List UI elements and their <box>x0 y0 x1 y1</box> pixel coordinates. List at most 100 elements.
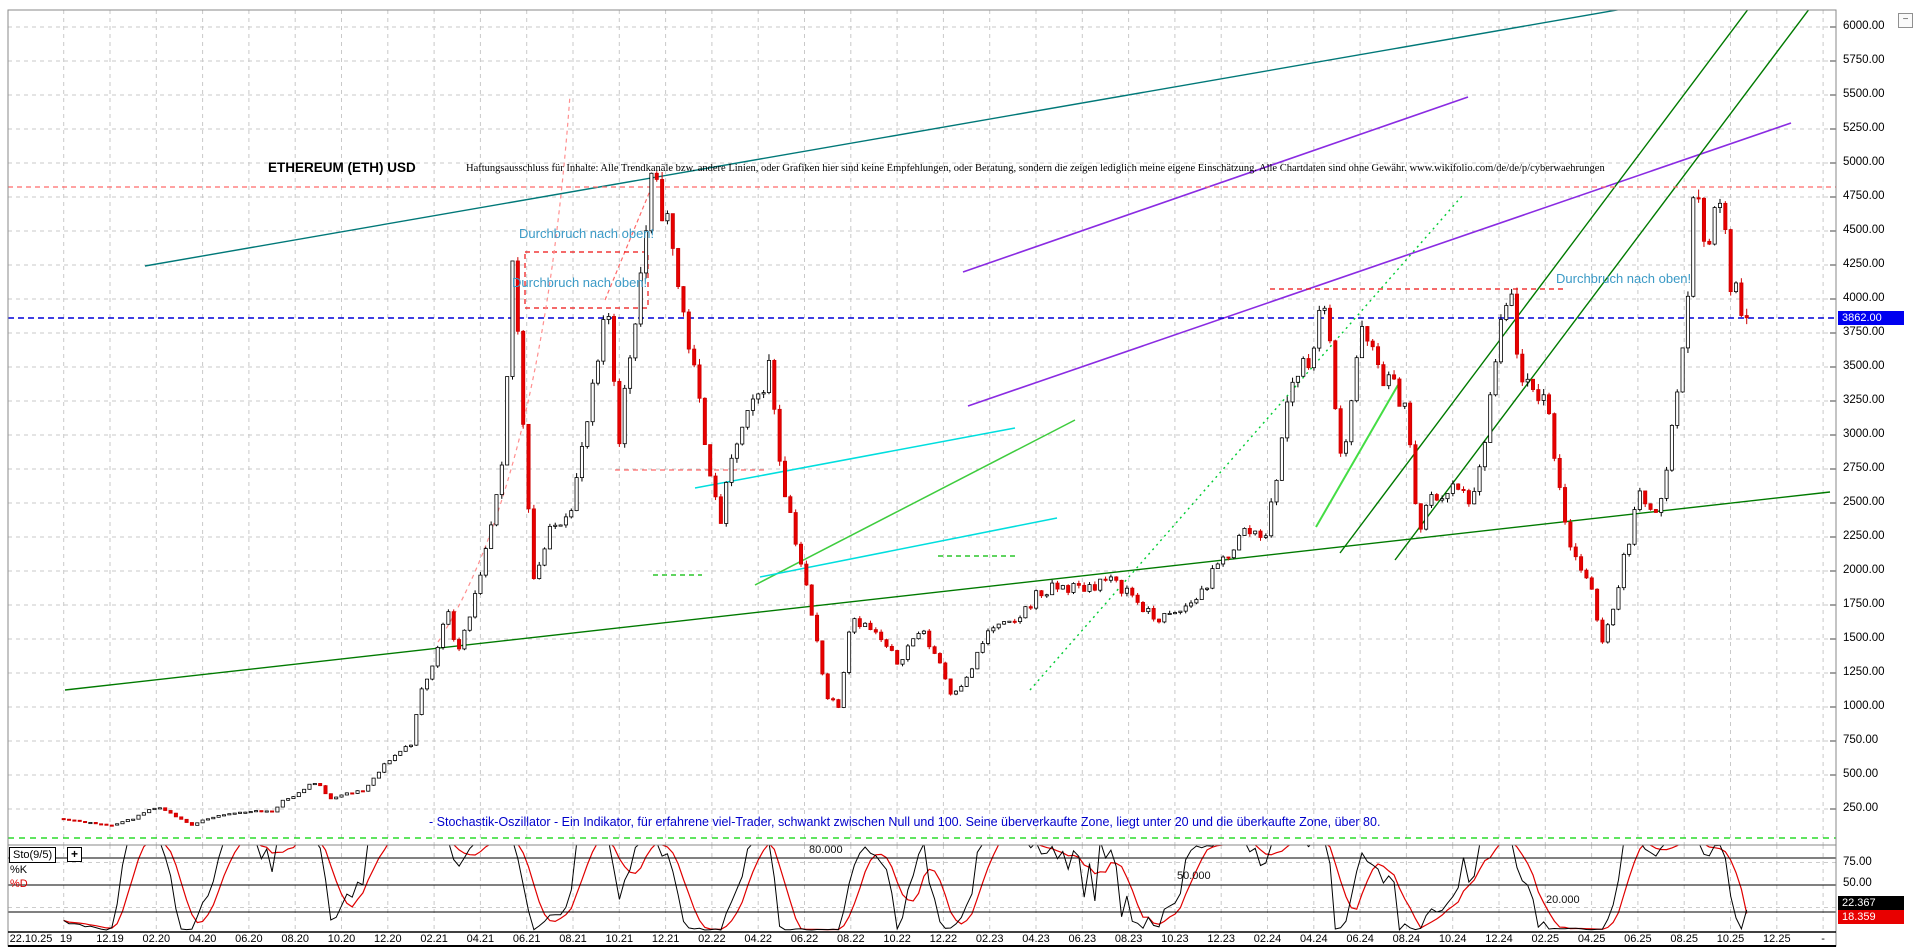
x-axis-label: 10.25 <box>1716 933 1745 945</box>
x-axis-label: 04.21 <box>466 933 495 945</box>
y-axis-label: 6000.00 <box>1843 20 1885 32</box>
y-axis-label: 4250.00 <box>1843 258 1885 270</box>
x-axis-label: 08.23 <box>1114 933 1143 945</box>
annotation-breakout-2: Durchbruch nach oben! <box>512 275 648 290</box>
purple-trendline-upper <box>962 96 1469 273</box>
x-axis-label: 06.25 <box>1624 933 1652 945</box>
green-steep-channel-2 <box>1394 10 1810 561</box>
osc-axis-75: 75.00 <box>1843 856 1872 868</box>
x-axis-label: 10.22 <box>883 933 911 945</box>
x-axis-label: 06.23 <box>1068 933 1097 945</box>
x-axis-label: 12.22 <box>929 933 958 945</box>
annotation-breakout-1: Durchbruch nach oben! <box>519 226 655 241</box>
y-axis-label: 250.00 <box>1843 802 1879 814</box>
y-axis-label: 1250.00 <box>1843 666 1885 678</box>
x-axis-label: 08.24 <box>1392 933 1421 945</box>
x-axis-label: 04.25 <box>1577 933 1606 945</box>
green-longterm-trendline <box>64 491 1831 691</box>
osc-level-50-label: 50.000 <box>1177 870 1211 882</box>
x-axis-label: 02.23 <box>975 933 1004 945</box>
x-axis-label: 02.21 <box>420 933 448 945</box>
x-axis-label: 08.20 <box>281 933 309 945</box>
candlesticks <box>61 171 1749 827</box>
y-axis-label: 3500.00 <box>1843 360 1885 372</box>
y-axis-label: 2000.00 <box>1843 564 1885 576</box>
x-axis-label: 06.20 <box>235 933 263 945</box>
y-axis-label: 3250.00 <box>1843 394 1885 406</box>
x-axis-label: 04.23 <box>1022 933 1050 945</box>
x-axis-label: 12.21 <box>651 933 680 945</box>
y-axis-label: 2250.00 <box>1843 530 1885 542</box>
x-axis-label: 06.24 <box>1346 933 1374 945</box>
x-axis-label: 10.24 <box>1438 933 1467 945</box>
y-axis-label: 750.00 <box>1843 734 1879 746</box>
oscillator-panel <box>8 845 1836 932</box>
red-dashed-curve <box>437 94 571 643</box>
x-axis-label: 10.21 <box>605 933 634 945</box>
current-price-badge: 3862.00 <box>1838 311 1904 325</box>
y-axis-label: 5000.00 <box>1843 156 1885 168</box>
x-axis-label: 08.22 <box>837 933 865 945</box>
add-indicator-icon[interactable]: + <box>67 847 82 862</box>
osc-axis-50: 50.00 <box>1843 877 1872 889</box>
y-axis-label: 5500.00 <box>1843 88 1885 100</box>
y-axis-label: 1000.00 <box>1843 700 1885 712</box>
osc-level-20-label: 20.000 <box>1546 894 1580 906</box>
y-axis-label: 1500.00 <box>1843 632 1885 644</box>
y-axis-label: 4750.00 <box>1843 190 1885 202</box>
y-axis-label: 2500.00 <box>1843 496 1885 508</box>
lime-trendline-right <box>1315 384 1399 528</box>
price-panel <box>8 10 1836 845</box>
x-axis-label: 12.24 <box>1485 933 1513 945</box>
annotation-breakout-3: Durchbruch nach oben! <box>1556 271 1692 286</box>
x-axis-label: 06.21 <box>512 933 541 945</box>
x-axis-label: 19 <box>59 933 73 945</box>
y-axis-label: 3000.00 <box>1843 428 1885 440</box>
y-axis-label: 4000.00 <box>1843 292 1885 304</box>
x-axis-label: 02.22 <box>698 933 726 945</box>
cyan-trendline-upper <box>694 427 1016 489</box>
x-axis-label: 04.20 <box>188 933 217 945</box>
y-axis-label: 5750.00 <box>1843 54 1885 66</box>
x-axis-label: 10.23 <box>1161 933 1189 945</box>
green-steep-channel-1 <box>1339 10 1749 554</box>
stochastic-k-value-badge: 22.367 <box>1838 896 1904 910</box>
x-axis-label: 12.25 <box>1763 933 1791 945</box>
x-axis-label: 04.24 <box>1300 933 1328 945</box>
y-axis-label: 5250.00 <box>1843 122 1885 134</box>
y-axis-label: 2750.00 <box>1843 462 1885 474</box>
x-axis-label: 02.20 <box>142 933 171 945</box>
x-axis-label: 12.19 <box>96 933 124 945</box>
stochastic-d-line <box>63 845 1748 931</box>
d-line-label: %D <box>10 878 28 890</box>
stochastic-k-line <box>63 845 1748 931</box>
chart-title: ETHEREUM (ETH) USD <box>268 160 416 175</box>
stochastic-indicator-button[interactable]: Sto(9/5) <box>9 847 57 863</box>
y-axis-label: 500.00 <box>1843 768 1879 780</box>
x-axis-label: 08.25 <box>1670 933 1698 945</box>
minimize-icon[interactable]: − <box>1898 13 1913 28</box>
osc-level-80-label: 80.000 <box>809 844 843 856</box>
x-axis-label: - <box>1821 933 1825 945</box>
x-axis-label: 22.10.25 <box>9 933 53 945</box>
y-axis-label: 1750.00 <box>1843 598 1885 610</box>
teal-trendline <box>144 10 1622 267</box>
x-axis-label: 02.24 <box>1253 933 1282 945</box>
y-axis-label: 3750.00 <box>1843 326 1885 338</box>
x-axis-label: 02.25 <box>1531 933 1560 945</box>
green-dotted-trendline <box>1029 195 1463 691</box>
x-axis-label: 04.22 <box>744 933 772 945</box>
y-axis-label: 4500.00 <box>1843 224 1885 236</box>
x-axis-label: 12.20 <box>374 933 402 945</box>
x-axis-label: 08.21 <box>559 933 587 945</box>
x-axis-label: 10.20 <box>327 933 356 945</box>
purple-trendline-lower <box>967 122 1792 407</box>
oscillator-note: - Stochastik-Oszillator - Ein Indikator,… <box>429 815 1381 829</box>
lime-trendline-mid <box>754 419 1076 586</box>
disclaimer-text: Haftungsausschluss für Inhalte: Alle Tre… <box>466 163 1605 174</box>
k-line-label: %K <box>10 864 28 876</box>
x-axis-label: 12.23 <box>1207 933 1235 945</box>
x-axis-label: 06.22 <box>790 933 819 945</box>
